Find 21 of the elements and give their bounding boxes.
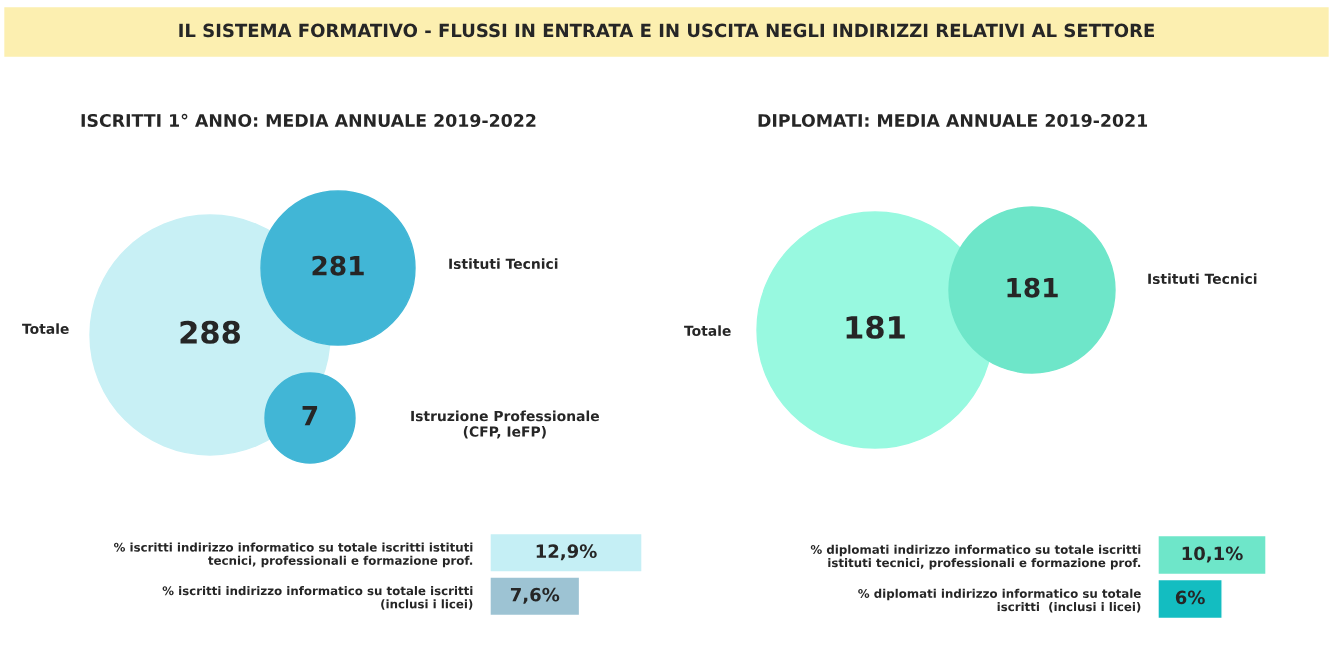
y-tick-label: % iscritti indirizzo informatico su totale iscritti (inclusi i licei) (162, 586, 473, 610)
category-label: Totale (22, 323, 69, 335)
category-label: Istruzione Professionale (CFP, IeFP) (411, 410, 599, 439)
data-label: 10,1% (1182, 546, 1243, 563)
data-label: 6% (1175, 590, 1205, 605)
data-label: 281 (312, 255, 364, 276)
y-tick-label: % diplomati indirizzo informatico su totale iscritti istituti tecnici, professionali e formazione prof. (810, 544, 1141, 570)
text: DIPLOMATI: MEDIA ANNUALE 2019-2021 (758, 113, 1148, 128)
data-label: 7,6% (510, 587, 560, 604)
data-label: 181 (1007, 277, 1058, 298)
text: IL SISTEMA FORMATIVO - FLUSSI IN ENTRATA E IN USCITA NEGLI INDIRIZZI RELATIVI AL SETTORE (179, 23, 1154, 38)
y-tick-label: % iscritti indirizzo informatico su totale iscritti istituti tecnici, professionali e formazione prof. (113, 542, 473, 568)
data-label: 12,9% (536, 544, 597, 561)
text: ISCRITTI 1° ANNO: MEDIA ANNUALE 2019-2022 (81, 113, 536, 128)
category-label: Istituti Tecnici (1148, 273, 1257, 285)
y-tick-label: % diplomati indirizzo informatico su totale iscritti (inclusi i licei) (858, 588, 1141, 613)
category-label: Totale (684, 325, 731, 337)
data-label: 181 (846, 315, 905, 339)
data-label: 288 (180, 320, 240, 344)
category-label: Istituti Tecnici (449, 258, 558, 270)
data-label: 7 (302, 406, 318, 426)
